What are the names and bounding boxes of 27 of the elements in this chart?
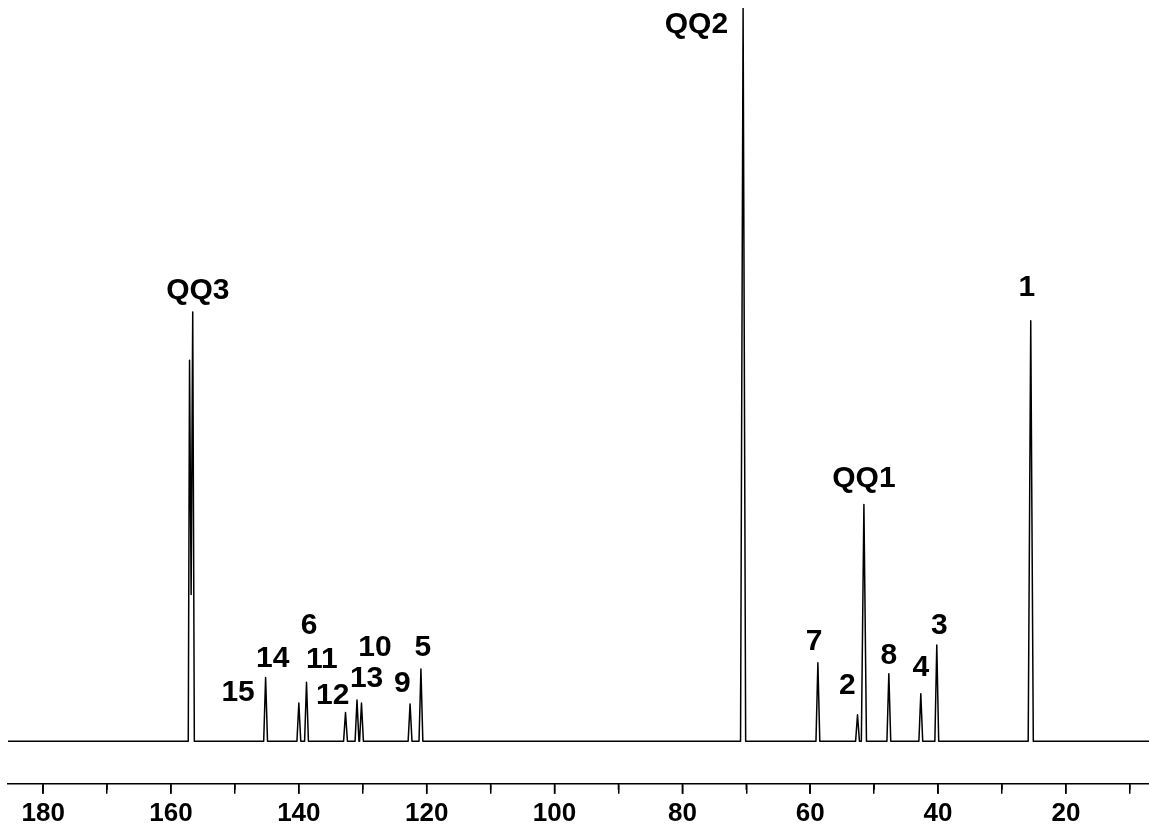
annotation: QQ3 <box>166 271 230 305</box>
x-tick-label: 120 <box>404 796 449 827</box>
x-tick-label: 140 <box>277 796 321 827</box>
x-tick-label: 20 <box>1051 796 1081 827</box>
annotation: 15 <box>221 674 255 708</box>
annotation: 3 <box>930 606 948 640</box>
annotation: 9 <box>394 665 411 699</box>
annotation: 1 <box>1018 268 1036 302</box>
annotation: QQ1 <box>832 459 896 493</box>
x-tick-label: 80 <box>667 796 697 827</box>
x-tick-label: 40 <box>923 796 953 827</box>
annotation: 10 <box>358 629 392 663</box>
annotation: 8 <box>880 636 898 670</box>
annotation: 11 <box>306 641 338 675</box>
annotation: QQ2 <box>664 6 729 40</box>
x-tick-label: 60 <box>795 796 825 827</box>
x-tick-label: 100 <box>532 796 577 827</box>
x-tick-label: 180 <box>21 796 65 827</box>
annotation: 12 <box>316 676 350 710</box>
annotation: 14 <box>255 640 290 674</box>
annotation: 7 <box>805 623 823 657</box>
annotation: 5 <box>414 629 432 663</box>
annotation: 4 <box>912 649 930 683</box>
annotation: 2 <box>838 666 856 700</box>
annotation: 6 <box>300 606 318 640</box>
annotation: 13 <box>349 660 384 694</box>
x-tick-label: 160 <box>149 796 193 827</box>
